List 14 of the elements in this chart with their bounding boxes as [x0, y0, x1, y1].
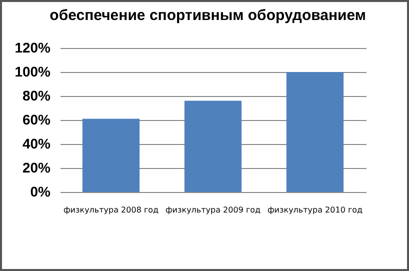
y-tick-label: 100%: [14, 64, 52, 80]
bar: [82, 118, 140, 192]
x-tick-label: физкультура 2008 год: [63, 206, 160, 214]
y-tick-label: 80%: [22, 88, 52, 104]
y-tick-label: 20%: [22, 160, 52, 176]
y-tick-label: 40%: [22, 136, 52, 152]
bar: [286, 72, 344, 192]
x-tick-label: физкультура 2009 год: [165, 206, 262, 214]
chart-title: обеспечение спортивным оборудованием: [50, 7, 366, 24]
y-tick-label: 60%: [22, 112, 52, 128]
bar: [184, 100, 242, 192]
x-tick-label: физкультура 2010 год: [267, 206, 364, 214]
y-tick-label: 120%: [14, 40, 52, 56]
y-tick-label: 0%: [30, 184, 52, 200]
